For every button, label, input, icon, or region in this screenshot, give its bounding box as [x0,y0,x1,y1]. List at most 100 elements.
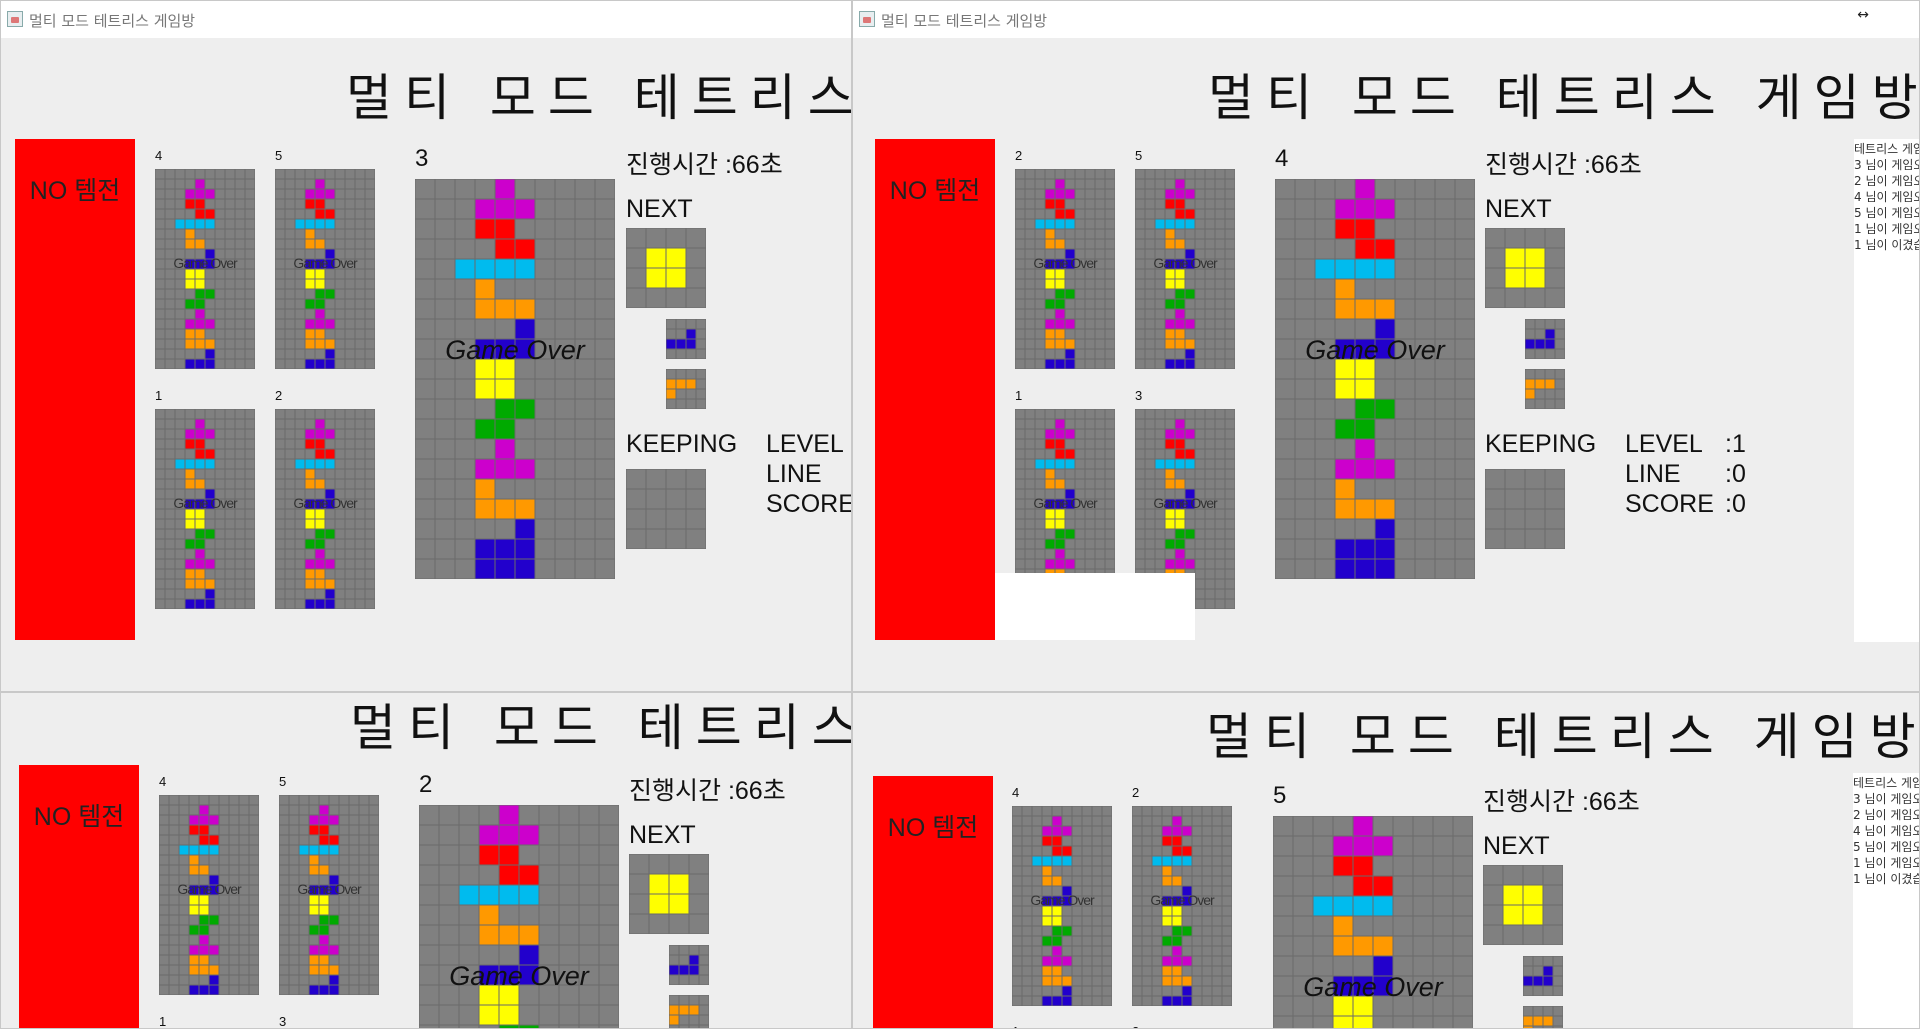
block [1353,976,1373,996]
block [199,985,209,995]
block [1185,499,1195,509]
grid-lines [666,369,706,409]
block [319,895,329,905]
grid-lines [279,795,379,995]
level-label: LEVEL [766,430,844,458]
block [315,179,325,189]
chat-log-line: 2 님이 게임오 [1854,174,1919,188]
block [1172,906,1182,916]
opponent-number: 2 [1015,148,1023,163]
block [1375,239,1395,259]
block [319,985,329,995]
block [1335,419,1355,439]
block [1165,199,1175,209]
block [315,499,325,509]
block [1373,836,1393,856]
block [195,479,205,489]
block [199,815,209,825]
block [1055,299,1065,309]
block [195,329,205,339]
block [1065,349,1075,359]
block [1042,936,1052,946]
opponent-board: Game Over [159,795,259,995]
block [195,419,205,429]
block [646,248,666,268]
block [185,509,195,519]
item-mode-panel: NO 템전 [875,139,995,640]
block [185,299,195,309]
block [676,379,686,389]
block [185,319,195,329]
block [1055,309,1065,319]
block [495,339,515,359]
block [195,549,205,559]
block [1062,956,1072,966]
queue-piece-preview [1523,956,1563,996]
block [1165,299,1175,309]
block [205,579,215,589]
block [205,259,215,269]
block [1055,339,1065,349]
block [189,945,199,955]
block [666,268,686,288]
block [325,599,335,609]
block [175,219,185,229]
block [1355,359,1375,379]
game-window-top-right: 멀티 모드 테트리스 게임방 ↔ 멀티 모드 테트리스 게임방 NO 템전 2 … [852,0,1920,692]
block [1055,549,1065,559]
block [1355,539,1375,559]
title-bar[interactable]: 멀티 모드 테트리스 게임방 ↔ [853,1,1919,37]
block [319,835,329,845]
block [1045,239,1055,249]
opponent-number: 3 [279,1014,287,1028]
item-mode-label: NO 템전 [33,803,125,831]
block [1172,926,1182,936]
block [1172,836,1182,846]
block [315,219,325,229]
block [475,479,495,499]
block [209,945,219,955]
block [1045,229,1055,239]
block [499,965,519,985]
next-label: NEXT [629,821,696,849]
block [309,965,319,975]
block [1185,209,1195,219]
block [315,329,325,339]
item-mode-panel: NO 템전 [873,776,993,1028]
block [515,199,535,219]
block [325,249,335,259]
block [305,429,315,439]
score-label: SCORE [766,490,851,518]
block [1172,816,1182,826]
block [475,339,495,359]
block [1315,259,1335,279]
block [1373,896,1393,916]
block [1065,459,1075,469]
block [1353,936,1373,956]
block [1165,269,1175,279]
block [185,569,195,579]
block [1045,319,1055,329]
block [195,459,205,469]
block [495,359,515,379]
block [189,885,199,895]
block [1042,916,1052,926]
block [195,339,205,349]
block [515,519,535,539]
block [319,905,329,915]
title-bar[interactable]: 멀티 모드 테트리스 게임방 [1,1,851,37]
block [515,459,535,479]
resize-cursor-icon: ↔ [1857,7,1869,23]
block [1375,459,1395,479]
block [185,579,195,589]
block [1065,429,1075,439]
game-over-label: Game Over [449,961,589,991]
game-over-label: Game Over [1033,255,1097,271]
block [495,239,515,259]
java-app-icon [859,11,875,27]
block [189,965,199,975]
block [1375,539,1395,559]
block [1052,906,1062,916]
block [1525,248,1545,268]
block [1055,479,1065,489]
